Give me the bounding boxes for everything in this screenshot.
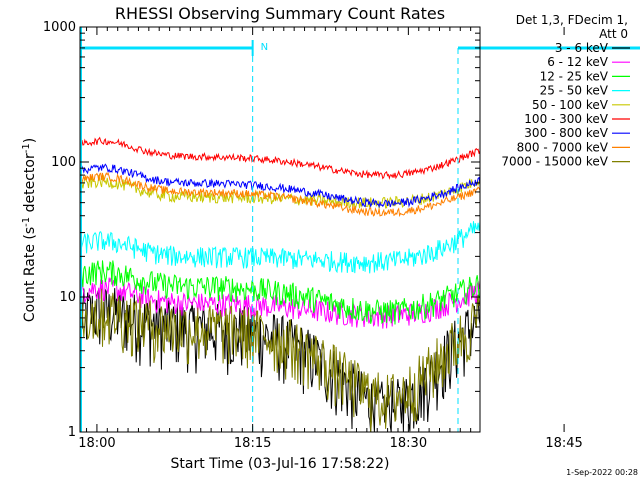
series-line: [80, 171, 480, 218]
legend-label: 3 - 6 keV: [555, 41, 609, 55]
series-line: [80, 288, 480, 432]
y-tick-label: 1: [68, 425, 76, 440]
legend-label: 300 - 800 keV: [524, 126, 608, 140]
legend-label: 6 - 12 keV: [547, 55, 609, 69]
legend-label: 50 - 100 keV: [532, 98, 609, 112]
legend-label: 25 - 50 keV: [540, 84, 609, 98]
chart-title: RHESSI Observing Summary Count Rates: [115, 4, 445, 23]
series-line: [80, 163, 480, 209]
x-tick-label: 18:15: [234, 436, 271, 451]
y-tick-label: 10: [59, 290, 76, 305]
series-layer: [80, 136, 480, 432]
legend-label: 7000 - 15000 keV: [501, 155, 608, 169]
series-line: [80, 260, 480, 325]
legend-label: 100 - 300 keV: [524, 112, 608, 126]
marker-layer: NS: [80, 27, 640, 432]
y-tick-label: 1000: [43, 20, 76, 35]
series-line: [80, 288, 480, 432]
legend-label: 800 - 7000 keV: [517, 140, 609, 154]
y-tick-label: 100: [51, 155, 76, 170]
axis-layer: 18:0018:1518:3018:4519:0019:1519:3011010…: [43, 20, 583, 451]
legend-header-line1: Det 1,3, FDecim 1,: [516, 13, 628, 27]
y-axis-label-sup2: -1: [21, 143, 32, 153]
series-line: [80, 174, 480, 210]
series-line: [80, 218, 480, 274]
plot-frame: [79, 26, 481, 433]
y-axis-label: Count Rate (s-1 detector-1): [21, 138, 38, 322]
y-axis-label-sup1: -1: [21, 217, 32, 227]
series-line: [80, 277, 480, 329]
x-tick-label: 18:45: [545, 436, 582, 451]
series-line: [80, 136, 480, 180]
y-axis-label-end: ): [22, 138, 38, 143]
x-axis-label: Start Time (03-Jul-16 17:58:22): [170, 456, 389, 472]
night-label: N: [261, 42, 268, 53]
x-tick-label: 18:30: [390, 436, 427, 451]
x-tick-label: 18:00: [78, 436, 115, 451]
y-axis-label-mid: detector: [22, 153, 38, 217]
y-axis-label-main: Count Rate (s: [22, 227, 38, 322]
footer-date: 1-Sep-2022 00:28: [566, 468, 638, 477]
legend-header-line2: Att 0: [599, 27, 628, 41]
legend-label: 12 - 25 keV: [540, 69, 609, 83]
